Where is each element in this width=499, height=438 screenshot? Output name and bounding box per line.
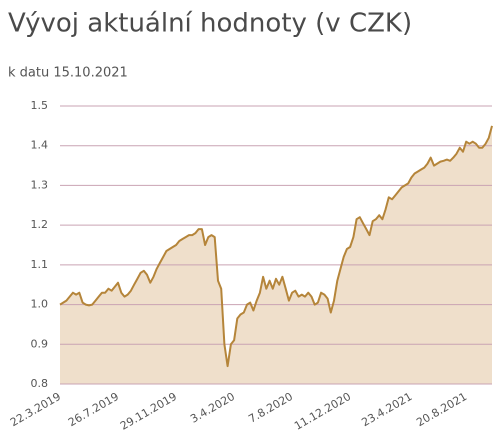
x-tick-label: 20.8.2021 [414,390,469,429]
y-tick-label: 1.0 [31,298,49,311]
x-tick-label: 26.7.2019 [66,390,121,429]
line [59,125,493,368]
area [60,125,492,385]
y-tick-label: 1.1 [31,258,49,271]
y-tick-label: 1.5 [31,99,49,112]
x-tick-label: 11.12.2020 [292,390,353,433]
x-tick-label: 22.3.2019 [8,390,63,429]
y-tick-label: 1.2 [31,218,49,231]
x-tick-label: 7.8.2020 [246,390,295,426]
y-tick-label: 1.4 [31,139,49,152]
x-tick-label: 3.4.2020 [188,390,237,426]
chart-title: Vývoj aktuální hodnoty (v CZK) [8,9,412,39]
y-tick-label: 0.8 [31,377,49,390]
x-tick-label: 29.11.2019 [118,390,179,433]
chart-subtitle: k datu 15.10.2021 [8,66,128,81]
y-tick-label: 0.9 [31,337,49,350]
y-tick-label: 1.3 [31,178,49,191]
x-tick-label: 23.4.2021 [359,390,414,429]
